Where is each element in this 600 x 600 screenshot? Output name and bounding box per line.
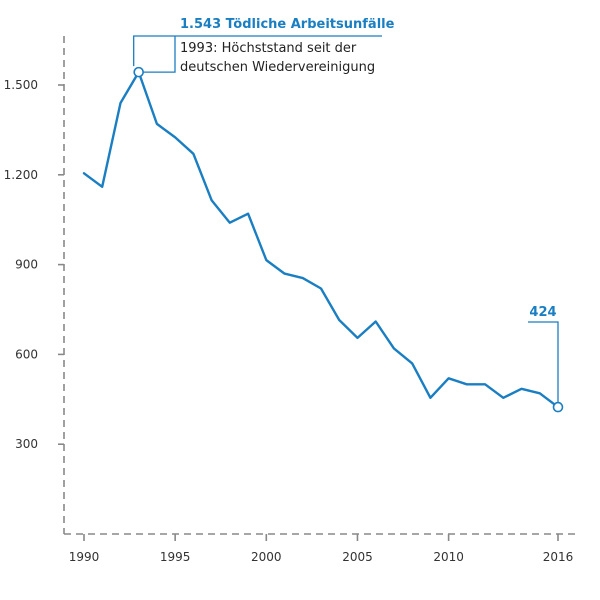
chart-markers [133,66,564,413]
y-tick-label: 1.500 [4,78,38,92]
x-tick-label: 2016 [543,550,574,564]
chart-annotations: 1.543 Tödliche Arbeitsunfälle 1993: Höchs… [133,17,559,403]
peak-bracket-line [142,36,176,73]
peak-marker [133,66,144,78]
peak-annotation-text: deutschen Wiedervereinigung [180,60,375,75]
y-tick-label: 900 [15,258,38,272]
y-axis-ticks: 300 600 900 1.200 1.500 [4,78,64,451]
x-tick-label: 2000 [251,550,282,564]
end-marker [552,401,564,413]
peak-annotation-text: 1993: Höchststand seit der [180,41,357,56]
x-tick-label: 1990 [69,550,100,564]
y-tick-label: 300 [15,437,38,451]
end-leader-line [528,321,559,403]
x-tick-label: 2010 [433,550,464,564]
series-line [82,70,560,409]
peak-annotation-title: 1.543 Tödliche Arbeitsunfälle [180,17,395,32]
x-tick-label: 2005 [342,550,373,564]
peak-leader-line [133,35,382,67]
chart-axes [63,36,576,535]
y-tick-label: 1.200 [4,168,38,182]
end-annotation-title: 424 [529,305,556,320]
y-tick-label: 600 [15,347,38,361]
x-tick-label: 1995 [160,550,191,564]
x-axis-ticks: 1990 1995 2000 2005 2010 2016 [69,534,574,564]
chart-series [82,70,560,409]
